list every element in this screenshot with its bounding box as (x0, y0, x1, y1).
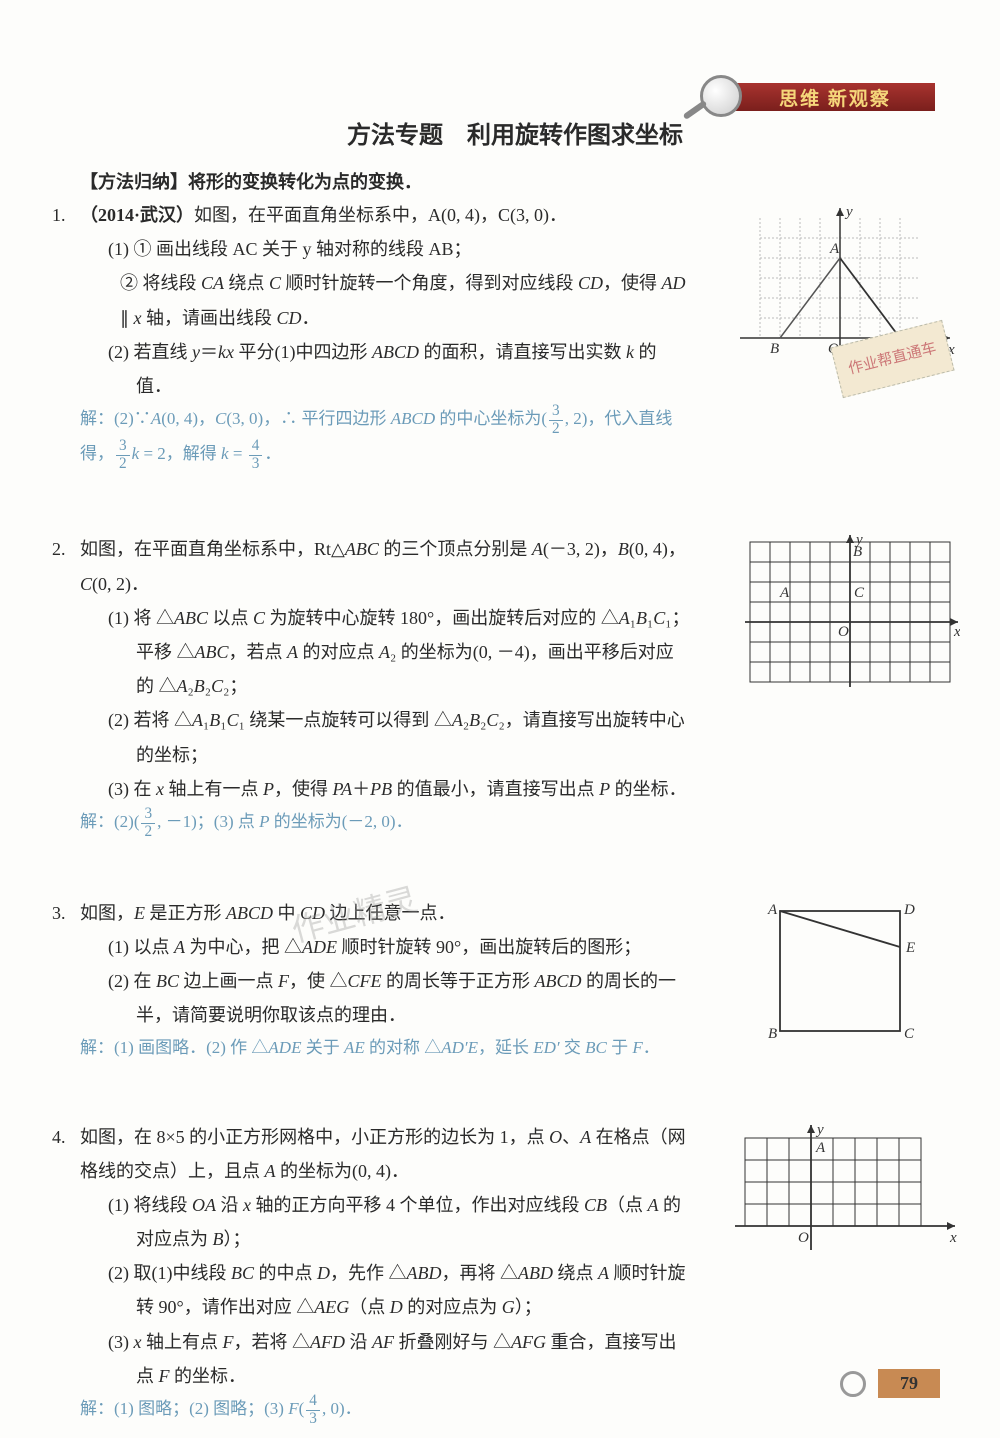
part-3-1: (1) 以点 A 为中心，把 △ADE 顺时针旋转 90°，画出旋转后的图形； (108, 930, 690, 964)
svg-text:E: E (905, 940, 915, 956)
part-2-3: (3) 在 x 轴上有一点 P，使得 PA＋PB 的值最小，请直接写出点 P 的… (108, 772, 690, 806)
solution-2: 解：(2)(32, －1)；(3) 点 P 的坐标为(－2, 0)． (80, 806, 690, 841)
svg-text:A: A (829, 241, 840, 257)
svg-text:O: O (838, 624, 849, 640)
header-badge: 思维 新观察 (700, 75, 940, 115)
figure-4: y x O A (730, 1120, 960, 1260)
svg-text:A: A (779, 585, 790, 601)
part-4-3: (3) x 轴上有点 F，若将 △AFD 沿 AF 折叠刚好与 △AFG 重合，… (108, 1325, 690, 1393)
page-circle-icon (840, 1371, 866, 1397)
part-1-3: (2) 若直线 y＝kx 平分(1)中四边形 ABCD 的面积，请直接写出实数 … (108, 335, 690, 403)
problem-stem: 如图，E 是正方形 ABCD 中 CD 边上任意一点． (80, 903, 456, 923)
badge-stripe: 思维 新观察 (735, 83, 935, 111)
svg-text:D: D (903, 902, 915, 918)
problem-stem: 如图，在平面直角坐标系中，Rt△ABC 的三个顶点分别是 A(－3, 2)，B(… (80, 539, 686, 593)
problem-number: 1. (52, 198, 66, 232)
svg-text:C: C (854, 585, 865, 601)
problem-stem: 如图，在平面直角坐标系中，A(0, 4)，C(3, 0)． (194, 205, 567, 225)
badge-text: 思维 新观察 (779, 84, 891, 111)
part-4-1: (1) 将线段 OA 沿 x 轴的正方向平移 4 个单位，作出对应线段 CB（点… (108, 1188, 690, 1256)
svg-text:B: B (768, 1026, 777, 1042)
problem-1: 1. （2014·武汉）如图，在平面直角坐标系中，A(0, 4)，C(3, 0)… (80, 198, 950, 472)
problem-4: 4. 如图，在 8×5 的小正方形网格中，小正方形的边长为 1，点 O、A 在格… (80, 1120, 950, 1428)
page-number: 79 (878, 1369, 940, 1398)
svg-text:B: B (770, 341, 779, 357)
problem-number: 3. (52, 896, 66, 930)
part-1-2: ② 将线段 CA 绕点 C 顺时针旋转一个角度，得到对应线段 CD，使得 AD … (80, 266, 690, 334)
problem-stem: 如图，在 8×5 的小正方形网格中，小正方形的边长为 1，点 O、A 在格点（网… (80, 1127, 686, 1181)
magnifier-lens-icon (700, 75, 742, 117)
figure-2: y x O A B C (740, 532, 960, 702)
svg-text:y: y (844, 204, 853, 220)
problem-source: （2014·武汉） (80, 205, 194, 225)
svg-text:x: x (953, 624, 960, 640)
svg-text:C: C (904, 1026, 915, 1042)
svg-text:B: B (853, 544, 862, 560)
part-2-2: (2) 若将 △A₁B₁C₁ 绕某一点旋转可以得到 △A₂B₂C₂，请直接写出旋… (108, 703, 690, 771)
svg-text:x: x (949, 1230, 957, 1246)
figure-1: y x A C O B 作业帮直通车 (730, 198, 960, 398)
problem-2: 2. 如图，在平面直角坐标系中，Rt△ABC 的三个顶点分别是 A(－3, 2)… (80, 532, 950, 840)
part-4-2: (2) 取(1)中线段 BC 的中点 D，先作 △ABD，再将 △ABD 绕点 … (108, 1256, 690, 1324)
figure-3: A D E B C (750, 896, 960, 1026)
problem-number: 4. (52, 1120, 66, 1154)
problem-number: 2. (52, 532, 66, 566)
page-title: 方法专题 利用旋转作图求坐标 (80, 115, 950, 150)
part-2-1: (1) 将 △ABC 以点 C 为旋转中心旋转 180°，画出旋转后对应的 △A… (108, 601, 690, 704)
solution-1: 解：(2)∵A(0, 4)，C(3, 0)，∴ 平行四边形 ABCD 的中心坐标… (80, 403, 690, 472)
svg-text:A: A (815, 1140, 826, 1156)
problem-3: 3. 如图，E 是正方形 ABCD 中 CD 边上任意一点． (1) 以点 A … (80, 896, 950, 1065)
method-summary: 【方法归纳】将形的变换转化为点的变换． (80, 168, 950, 194)
svg-text:A: A (767, 902, 778, 918)
svg-text:O: O (798, 1230, 809, 1246)
part-3-2: (2) 在 BC 边上画一点 F，使 △CFE 的周长等于正方形 ABCD 的周… (108, 964, 690, 1032)
solution-3: 解：(1) 画图略．(2) 作 △ADE 关于 AE 的对称 △AD′E，延长 … (80, 1032, 690, 1064)
page-number-badge: 79 (840, 1369, 940, 1398)
svg-text:y: y (815, 1122, 824, 1138)
solution-4: 解：(1) 图略；(2) 图略；(3) F(43, 0)． (80, 1393, 690, 1428)
part-1-1: (1) ① 画出线段 AC 关于 y 轴对称的线段 AB； (108, 232, 690, 266)
